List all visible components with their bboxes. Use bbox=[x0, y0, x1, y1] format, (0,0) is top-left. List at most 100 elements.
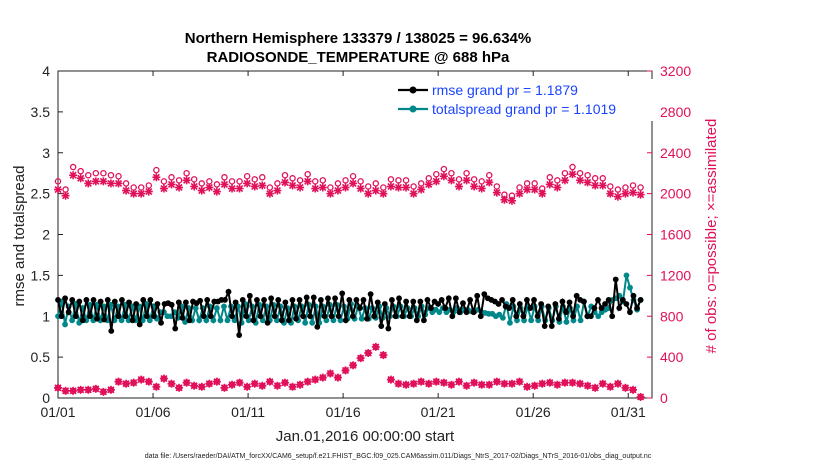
obs-assimilated-marker bbox=[402, 183, 411, 192]
rmse-point bbox=[435, 301, 442, 307]
obs-possible-marker bbox=[349, 173, 357, 180]
rmse-point bbox=[143, 313, 150, 320]
obs-low-assimilated-marker bbox=[485, 380, 494, 389]
obs-assimilated-marker bbox=[296, 183, 305, 192]
obs-possible-marker bbox=[289, 175, 296, 182]
obs-assimilated-marker bbox=[613, 192, 622, 201]
obs-possible-marker bbox=[493, 183, 501, 190]
totalspread-point bbox=[146, 317, 153, 324]
y2-tick-label: 400 bbox=[660, 349, 684, 365]
obs-assimilated-marker bbox=[538, 189, 547, 198]
obs-assimilated-marker bbox=[137, 189, 146, 198]
rmse-point bbox=[186, 317, 193, 324]
obs-possible-marker bbox=[183, 169, 190, 177]
rmse-point bbox=[307, 313, 314, 320]
rmse-point bbox=[413, 317, 420, 324]
rmse-point bbox=[275, 297, 282, 303]
totalspread-point bbox=[217, 317, 224, 324]
obs-low-assimilated-marker bbox=[129, 378, 138, 387]
totalspread-point bbox=[309, 319, 316, 326]
rmse-point bbox=[570, 313, 576, 320]
rmse-point bbox=[83, 297, 90, 303]
rmse-point bbox=[90, 297, 97, 303]
rmse-point bbox=[374, 299, 381, 306]
rmse-point bbox=[97, 298, 104, 305]
obs-possible-marker bbox=[175, 177, 183, 184]
obs-assimilated-marker bbox=[386, 182, 395, 191]
obs-low-assimilated-marker bbox=[553, 380, 562, 389]
obs-low-assimilated-marker bbox=[530, 381, 539, 390]
rmse-point bbox=[516, 301, 523, 307]
totalspread-point bbox=[125, 317, 132, 324]
rmse-point bbox=[580, 298, 587, 305]
obs-assimilated-marker bbox=[432, 177, 441, 186]
rmse-point bbox=[481, 291, 488, 298]
obs-low-assimilated-marker bbox=[76, 385, 85, 394]
rmse-point bbox=[545, 303, 552, 310]
rmse-point bbox=[563, 309, 569, 316]
rmse-point bbox=[630, 292, 637, 299]
obs-possible-marker bbox=[115, 173, 122, 180]
rmse-point bbox=[417, 298, 424, 305]
rmse-point bbox=[342, 317, 349, 324]
obs-low-assimilated-marker bbox=[447, 380, 456, 389]
obs-low-assimilated-marker bbox=[402, 380, 411, 389]
rmse-point bbox=[499, 297, 505, 303]
obs-assimilated-marker bbox=[182, 176, 191, 185]
obs-possible-marker bbox=[622, 184, 629, 191]
obs-assimilated-marker bbox=[175, 183, 184, 192]
data-file-footer: data file: /Users/raeder/DAI/ATM_forcXX/… bbox=[145, 453, 652, 460]
rmse-point bbox=[442, 305, 449, 311]
rmse-point bbox=[133, 301, 140, 307]
obs-assimilated-marker bbox=[280, 178, 289, 187]
obs-assimilated-marker bbox=[114, 179, 123, 188]
rmse-point bbox=[598, 305, 605, 311]
obs-possible-marker bbox=[576, 169, 584, 177]
x-tick-label: 01/31 bbox=[611, 404, 646, 420]
obs-assimilated-marker bbox=[530, 185, 539, 194]
obs-low-assimilated-marker bbox=[591, 383, 600, 392]
obs-assimilated-marker bbox=[439, 172, 448, 181]
totalspread-point bbox=[213, 305, 220, 311]
obs-assimilated-marker bbox=[462, 176, 471, 185]
obs-assimilated-marker bbox=[205, 183, 214, 192]
rmse-point bbox=[325, 295, 331, 302]
obs-assimilated-marker bbox=[159, 184, 168, 193]
obs-possible-marker bbox=[614, 186, 622, 193]
obs-low-assimilated-marker bbox=[356, 354, 365, 363]
rmse-point bbox=[555, 315, 562, 322]
obs-low-assimilated-marker bbox=[54, 383, 62, 392]
rmse-point bbox=[246, 292, 253, 299]
obs-low-assimilated-marker bbox=[629, 385, 638, 394]
rmse-point bbox=[399, 313, 406, 320]
rmse-point bbox=[239, 297, 246, 303]
rmse-point bbox=[467, 297, 473, 303]
y2-tick-label: 1200 bbox=[660, 267, 691, 283]
obs-possible-marker bbox=[62, 186, 69, 193]
obs-assimilated-marker bbox=[371, 186, 380, 195]
totalspread-point bbox=[62, 321, 68, 328]
obs-low-assimilated-marker bbox=[205, 379, 214, 388]
rmse-point bbox=[452, 295, 459, 302]
obs-low-assimilated-marker bbox=[84, 385, 93, 394]
rmse-point bbox=[140, 297, 147, 303]
obs-low-assimilated-marker bbox=[417, 377, 426, 386]
rmse-point bbox=[520, 313, 527, 320]
rmse-point bbox=[168, 301, 175, 308]
obs-low-assimilated-marker bbox=[371, 342, 380, 351]
rmse-point bbox=[321, 313, 328, 320]
obs-possible-marker bbox=[561, 169, 569, 177]
obs-possible-marker bbox=[486, 171, 493, 179]
obs-assimilated-marker bbox=[152, 173, 161, 182]
rmse-point bbox=[552, 301, 559, 307]
rmse-point bbox=[367, 291, 374, 298]
obs-possible-marker bbox=[569, 163, 576, 171]
obs-low-assimilated-marker bbox=[243, 382, 252, 391]
rmse-point bbox=[619, 297, 626, 303]
totalspread-point bbox=[221, 303, 227, 310]
obs-assimilated-marker bbox=[167, 180, 176, 189]
obs-low-assimilated-marker bbox=[288, 382, 297, 391]
rmse-point bbox=[609, 313, 616, 320]
legend-box bbox=[392, 79, 660, 121]
